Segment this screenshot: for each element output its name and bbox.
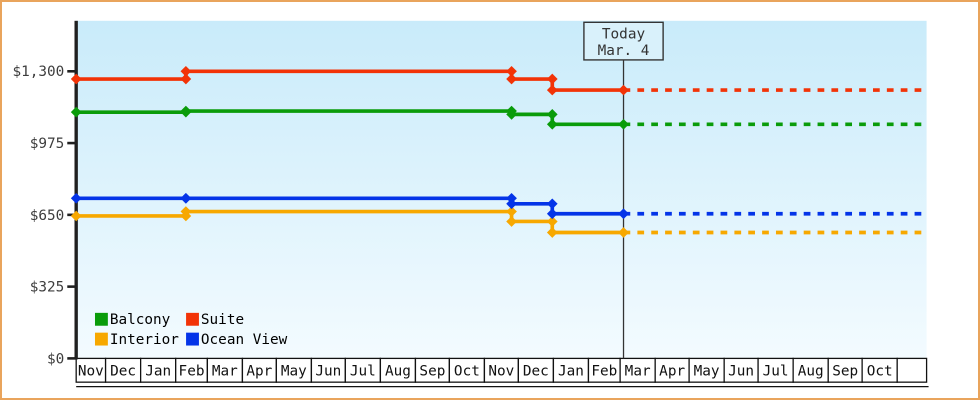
y-axis-label: $325 [30, 280, 65, 296]
data-point-marker-interior [70, 210, 82, 222]
data-point-marker-ocean-view [546, 208, 558, 220]
month-label-mar-16: Mar [625, 364, 651, 380]
month-cell [896, 357, 928, 383]
y-axis-label: $1,300 [12, 64, 64, 80]
data-point-marker-interior [546, 227, 558, 238]
month-label-sep-22: Sep [832, 364, 858, 380]
data-point-marker-interior [180, 206, 192, 217]
y-axis-tick [67, 285, 77, 288]
month-label-nov-0: Nov [78, 364, 104, 380]
month-label-jan-14: Jan [558, 364, 584, 380]
month-label-aug-9: Aug [385, 364, 411, 380]
data-point-marker-ocean-view [70, 192, 82, 204]
month-label-jan-2: Jan [145, 364, 171, 380]
month-label-may-6: May [281, 364, 307, 380]
y-axis-label: $0 [47, 351, 64, 367]
month-label-jul-8: Jul [350, 364, 376, 380]
data-point-marker-balcony [180, 105, 192, 117]
data-point-marker-ocean-view [180, 192, 192, 204]
month-label-apr-5: Apr [246, 364, 272, 380]
y-axis-tick [67, 357, 77, 360]
month-label-sep-10: Sep [419, 364, 445, 380]
today-box [583, 21, 664, 61]
legend-label-balcony: Balcony [110, 312, 171, 328]
plot-area [76, 20, 927, 359]
data-point-marker-suite [180, 65, 192, 77]
legend-swatch-balcony [94, 312, 108, 326]
data-point-marker-balcony [70, 106, 82, 118]
today-label-line2: Mar. 4 [598, 43, 650, 59]
data-point-marker-balcony [546, 118, 558, 130]
data-point-marker-balcony [546, 109, 558, 120]
y-axis [74, 20, 78, 360]
month-label-dec-13: Dec [523, 364, 549, 380]
y-axis-tick [67, 70, 77, 73]
month-label-nov-12: Nov [488, 364, 514, 380]
legend-swatch-suite [186, 312, 199, 326]
month-label-jun-19: Jun [728, 364, 754, 380]
data-point-marker-suite [70, 73, 82, 85]
legend-label-interior: Interior [110, 332, 179, 348]
data-point-marker-interior [546, 216, 558, 227]
month-label-jun-7: Jun [315, 364, 341, 380]
month-label-feb-15: Feb [591, 364, 617, 380]
month-label-feb-3: Feb [179, 364, 205, 380]
legend: Balcony Suite Interior Ocean View [94, 312, 288, 348]
month-label-may-18: May [694, 364, 720, 380]
month-label-apr-17: Apr [659, 364, 685, 380]
today-label-line1: Today [602, 27, 646, 43]
month-label-mar-4: Mar [212, 364, 238, 380]
y-axis-label: $975 [30, 136, 65, 152]
y-axis-tick [67, 213, 77, 217]
legend-label-suite: Suite [201, 312, 244, 328]
legend-swatch-interior [94, 332, 108, 346]
data-point-marker-suite [180, 73, 192, 85]
legend-label-ocean-view: Ocean View [201, 332, 288, 348]
month-label-jul-20: Jul [763, 364, 789, 380]
month-label-oct-23: Oct [867, 364, 893, 380]
y-axis-tick [67, 141, 77, 145]
data-point-marker-suite [546, 84, 558, 96]
month-label-dec-1: Dec [110, 364, 136, 380]
data-point-marker-ocean-view [546, 198, 558, 210]
y-axis-label: $650 [30, 208, 65, 224]
month-label-oct-11: Oct [454, 364, 480, 380]
legend-swatch-ocean-view [186, 332, 199, 346]
month-label-aug-21: Aug [798, 364, 824, 380]
